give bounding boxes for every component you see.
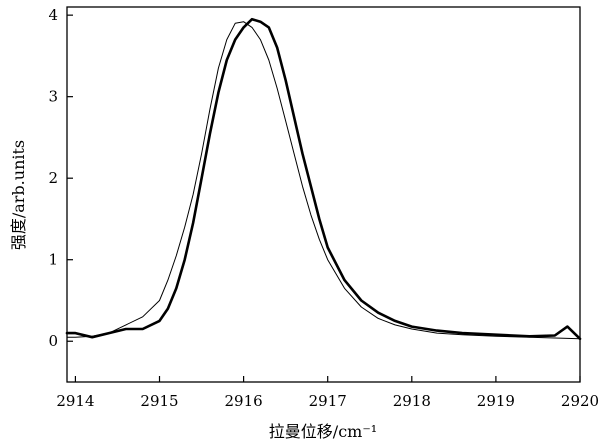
y-tick-label: 4 (48, 6, 58, 24)
x-axis-ticks: 2914 2915 2916 2917 2918 2919 2920 (56, 376, 599, 410)
thick-spectrum-line (65, 17, 582, 341)
y-axis-title: 强度/arb.units (9, 140, 28, 250)
y-tick-label: 3 (48, 88, 58, 106)
thin-spectrum-line (66, 21, 581, 340)
x-axis-title: 拉曼位移/cm⁻¹ (269, 422, 377, 441)
x-tick-label: 2918 (393, 392, 431, 410)
series-layer (65, 17, 582, 341)
y-tick-label: 1 (48, 251, 58, 269)
y-axis-ticks: 0 1 2 3 4 (48, 6, 73, 350)
x-tick-label: 2914 (56, 392, 94, 410)
y-tick-label: 0 (48, 332, 58, 350)
x-tick-label: 2915 (140, 392, 178, 410)
x-tick-label: 2919 (477, 392, 515, 410)
x-tick-label: 2917 (309, 392, 347, 410)
y-tick-label: 2 (48, 169, 58, 187)
plot-frame (66, 6, 581, 383)
x-tick-label: 2916 (225, 392, 263, 410)
x-tick-label: 2920 (561, 392, 599, 410)
